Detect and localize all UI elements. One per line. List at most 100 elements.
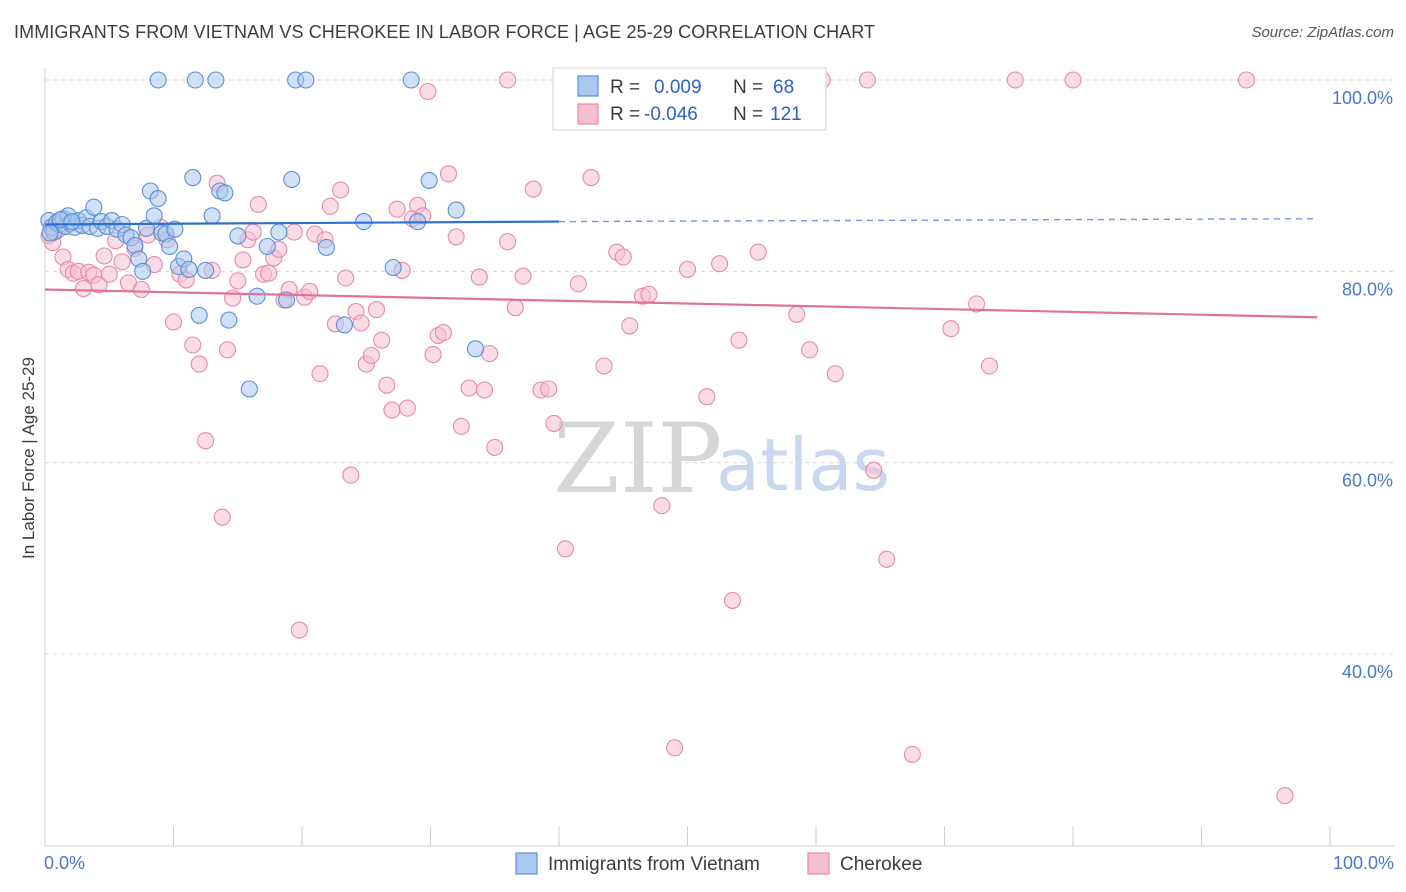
x-tick-label-max: 100.0% [1333,853,1394,873]
cherokee-point-12 [100,265,118,283]
x-tick-labels: 0.0% 100.0% [44,853,1394,873]
cherokee-point-22 [164,313,183,331]
cherokee-point-70 [419,82,437,101]
cherokee-point-47 [301,282,319,300]
legend-r-label-cherokee: R = [610,104,640,125]
cherokee-point-112 [942,320,960,338]
cherokee-point-27 [197,432,215,450]
vietnam-point-52 [335,316,353,334]
vietnam-points [40,71,485,398]
cherokee-point-120 [858,71,876,89]
cherokee-point-109 [865,461,883,479]
watermark-zip: ZIP [553,403,722,515]
cherokee-point-90 [569,275,587,293]
cherokee-point-115 [1276,787,1294,805]
cherokee-point-89 [556,540,574,558]
cherokee-point-57 [352,314,370,332]
cherokee-point-59 [362,346,380,365]
cherokee-point-95 [621,317,639,335]
vietnam-point-46 [248,287,266,305]
vietnam-point-14 [85,198,103,216]
y-axis-title: In Labor Force | Age 25-29 [19,357,38,559]
cherokee-point-64 [388,200,406,218]
vietnam-point-36 [180,260,198,278]
vietnam-point-28 [145,207,163,225]
cherokee-point-104 [730,331,748,349]
cherokee-point-105 [749,243,767,261]
cherokee-point-34 [234,251,252,269]
cherokee-point-62 [378,376,396,394]
vietnam-point-48 [270,223,288,241]
cherokee-point-51 [321,197,339,215]
vietnam-point-44 [229,227,247,245]
cherokee-point-31 [218,341,237,359]
cherokee-point-101 [698,388,716,406]
trend-lines [44,218,1318,319]
cherokee-point-108 [826,365,844,383]
cherokee-point-76 [452,417,470,435]
cherokee-point-75 [447,228,465,246]
bottom-legend-swatch-cherokee [807,852,830,875]
cherokee-point-11 [95,247,113,265]
grid-lines [45,79,1394,655]
vietnam-point-33 [166,220,184,238]
vietnam-point-59 [149,71,167,89]
vietnam-point-61 [207,71,225,89]
vietnam-point-37 [184,169,202,187]
cherokee-point-44 [285,223,303,241]
legend-n-value-cherokee: 121 [770,104,802,125]
cherokee-point-85 [524,180,542,198]
legend-n-label-vietnam: N = [733,77,763,98]
cherokee-point-84 [514,267,532,285]
cherokee-point-82 [499,233,517,251]
cherokee-point-17 [132,280,150,299]
cherokee-point-81 [486,438,504,456]
vietnam-point-50 [283,170,301,189]
cherokee-point-54 [337,269,355,287]
legend-r-value-vietnam: 0.009 [654,77,702,98]
bottom-legend-label-cherokee: Cherokee [840,854,922,875]
axes [44,68,1394,847]
chart-source: Source: ZipAtlas.com [1251,24,1394,41]
vietnam-point-42 [216,184,234,202]
y-tick-label-0: 40.0% [1342,662,1393,682]
cherokee-point-122 [1064,71,1082,89]
cherokee-point-36 [244,223,262,241]
cherokee-point-66 [398,399,416,417]
cherokee-point-77 [460,379,478,397]
cherokee-point-74 [439,165,458,183]
vietnam-point-54 [384,258,402,277]
cherokee-point-39 [260,264,278,282]
cherokee-point-113 [968,295,986,313]
cherokee-point-30 [213,508,231,526]
cherokee-point-123 [1237,71,1256,89]
x-tick-label-min: 0.0% [44,853,85,873]
cherokee-point-79 [475,381,494,399]
vietnam-point-40 [203,207,221,225]
y-tick-label-2: 80.0% [1342,279,1393,299]
vietnam-point-60 [186,71,204,89]
vietnam-point-58 [466,340,485,358]
cherokee-trend-line [44,288,1318,319]
vietnam-point-64 [402,71,420,89]
cherokee-point-91 [582,169,600,187]
cherokee-point-106 [788,305,806,323]
vietnam-point-32 [161,237,179,256]
vietnam-point-49 [278,291,296,309]
cherokee-point-26 [190,355,208,373]
vietnam-point-43 [220,311,238,329]
series-legend: Immigrants from Vietnam Cherokee [515,852,922,875]
bottom-legend-swatch-vietnam [515,852,538,875]
cherokee-point-97 [640,285,658,303]
cherokee-point-73 [434,324,452,342]
vietnam-point-65 [41,224,59,242]
chart-title: IMMIGRANTS FROM VIETNAM VS CHEROKEE IN L… [14,22,876,42]
cherokee-point-99 [666,739,684,757]
vietnam-trend-extension [558,218,1318,223]
cherokee-point-107 [801,341,819,359]
cherokee-point-100 [678,260,697,278]
cherokee-point-61 [373,331,391,349]
cherokee-point-98 [653,497,671,515]
vietnam-point-63 [297,71,315,89]
